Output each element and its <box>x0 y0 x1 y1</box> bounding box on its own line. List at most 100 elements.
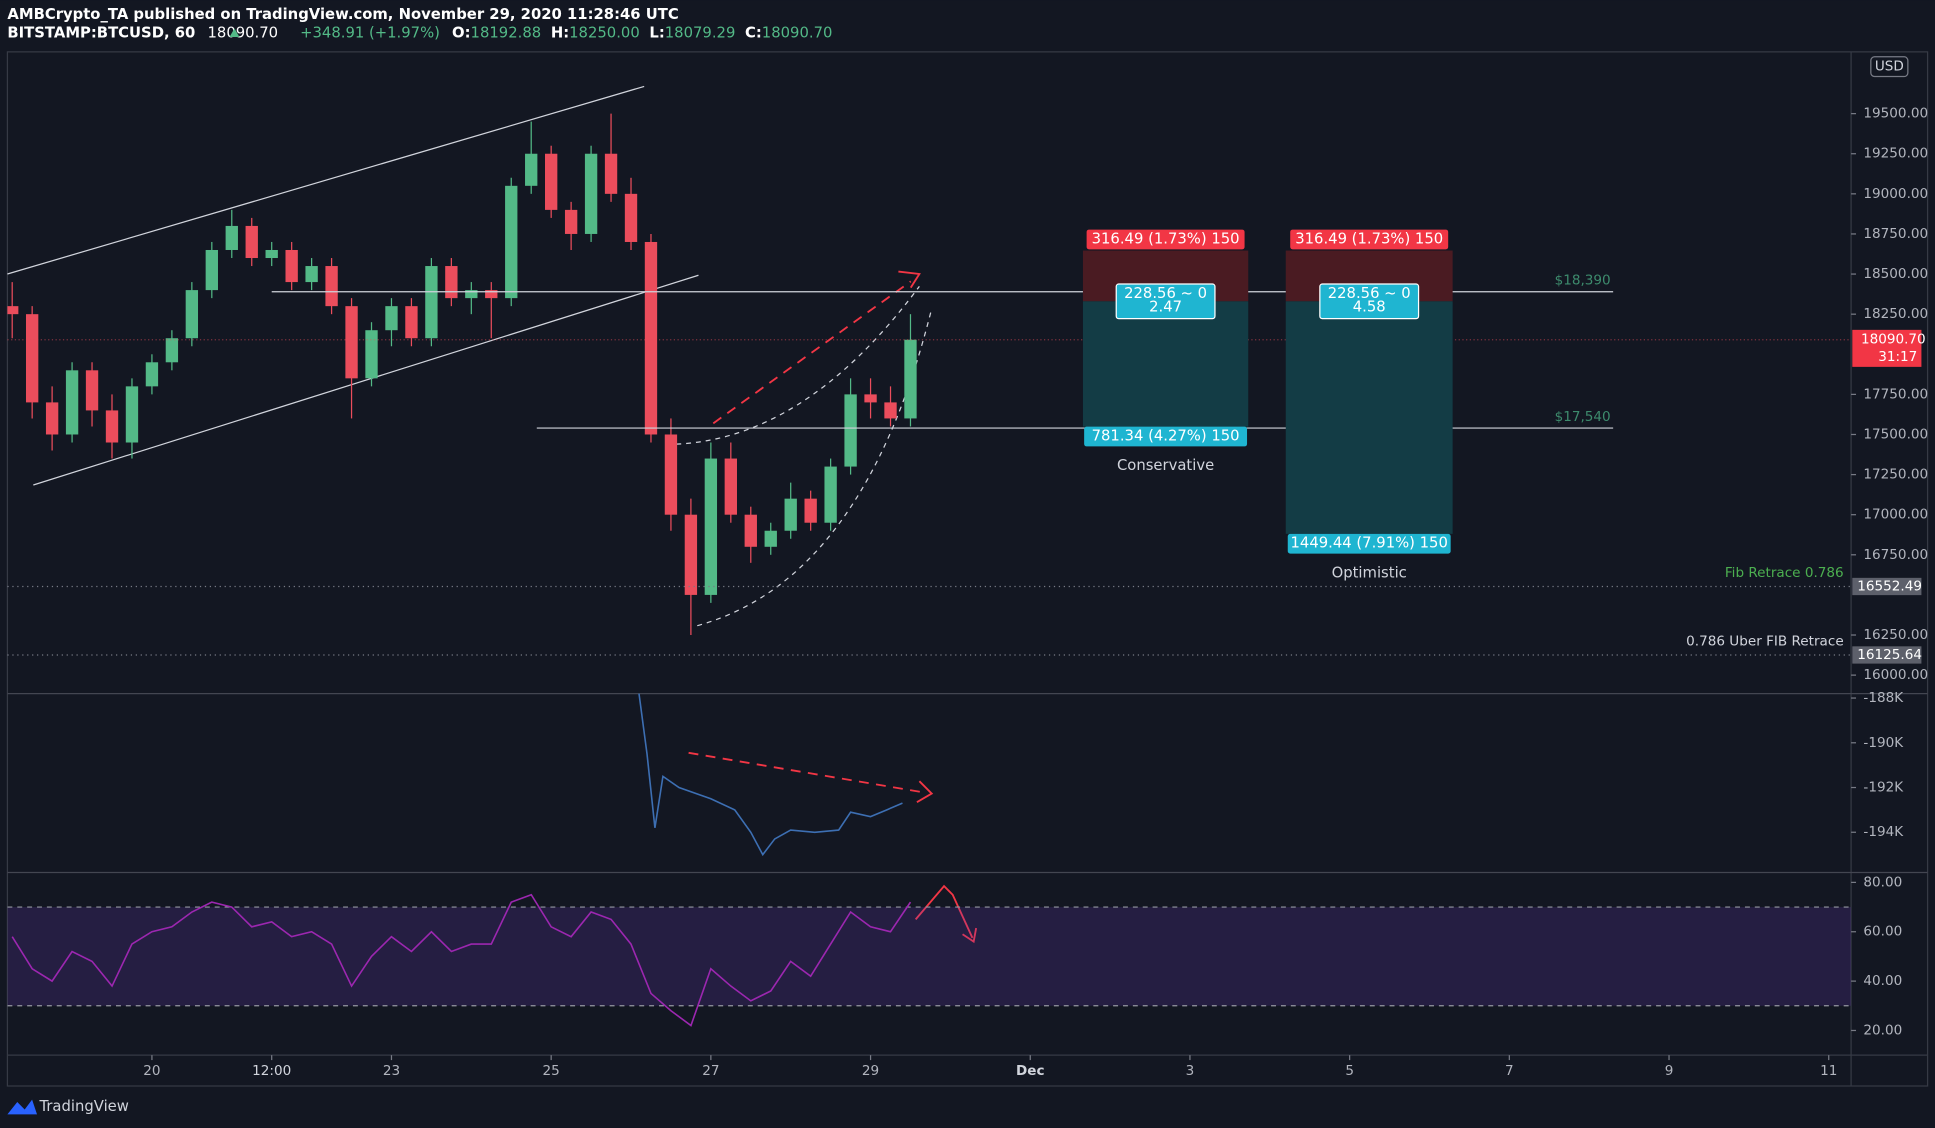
currency-label: USD <box>1875 59 1904 75</box>
target-label: 781.34 (4.27%) 150 <box>1092 428 1240 445</box>
x-tick-label: 5 <box>1345 1063 1354 1079</box>
y-tick-label: 60.00 <box>1863 924 1902 940</box>
arrow-head <box>898 270 921 289</box>
y-tick-label: 18250.00 <box>1863 306 1928 322</box>
level-label: $18,390 <box>1555 273 1611 289</box>
arrow <box>688 751 924 794</box>
candle-body <box>624 193 638 242</box>
x-tick-label: 20 <box>143 1063 160 1079</box>
candle-body <box>804 498 817 523</box>
plot-area <box>7 893 1852 1027</box>
ratio-value: 2.47 <box>1149 299 1182 316</box>
x-tick-label: 25 <box>543 1063 560 1079</box>
x-tick-label: 7 <box>1505 1063 1514 1079</box>
high-label: H: <box>551 24 569 41</box>
candle-body <box>584 153 598 234</box>
curve <box>697 308 933 627</box>
candle-body <box>664 434 678 515</box>
rsi-band <box>7 907 1852 1006</box>
candle-body <box>604 153 618 194</box>
candle-body <box>7 306 19 315</box>
y-tick-label: -192K <box>1863 780 1904 796</box>
candle-body <box>485 290 498 299</box>
low: 18079.29 <box>665 24 736 41</box>
y-tick-label: 19500.00 <box>1863 106 1928 122</box>
indicator-line <box>11 893 912 1027</box>
low-label: L: <box>649 24 664 41</box>
candle-body <box>884 402 897 419</box>
y-tick-label: -190K <box>1863 735 1904 751</box>
y-tick-label: 19000.00 <box>1863 186 1928 202</box>
x-tick-label: 3 <box>1186 1063 1195 1079</box>
close-label: C: <box>745 24 762 41</box>
y-tick-label: 17500.00 <box>1863 426 1928 442</box>
candle-body <box>85 370 99 411</box>
close: 18090.70 <box>762 24 833 41</box>
candle-body <box>165 338 179 363</box>
countdown-label: 31:17 <box>1878 349 1917 365</box>
x-tick-label: 27 <box>702 1063 719 1079</box>
arrow <box>914 884 974 939</box>
candle-body <box>904 339 917 419</box>
x-tick-label: 9 <box>1665 1063 1674 1079</box>
candle-body <box>325 266 338 307</box>
author-line: AMBCrypto_TA published on TradingView.co… <box>7 6 678 23</box>
curve <box>666 285 920 445</box>
axis-badge <box>1852 646 1922 664</box>
plot-area <box>638 693 903 857</box>
candle-body <box>365 330 378 379</box>
x-tick-label: 29 <box>862 1063 879 1079</box>
stop-badge <box>1290 229 1449 250</box>
axis-badge-label: 16125.64 <box>1857 647 1922 663</box>
candle-body <box>724 458 737 515</box>
current-price-label: 18090.70 <box>1861 332 1926 348</box>
x-tick-label: 11 <box>1820 1063 1837 1079</box>
candle-body <box>465 290 478 299</box>
channel-line <box>33 274 699 486</box>
y-tick-label: 17750.00 <box>1863 386 1928 402</box>
x-tick-label: 12:00 <box>252 1063 291 1079</box>
candle-body <box>505 185 518 299</box>
candle-body <box>105 410 119 443</box>
x-tick-label: Dec <box>1016 1063 1045 1079</box>
frame <box>6 51 1929 1087</box>
y-tick-label: 18500.00 <box>1863 266 1928 282</box>
current-price-badge <box>1852 329 1922 367</box>
symbol-line: BITSTAMP:BTCUSD, 60 18090.70 +348.91 (+1… <box>7 24 832 41</box>
axis-badge-label: 16552.49 <box>1857 578 1922 594</box>
stop-label: 316.49 (1.73%) 150 <box>1295 230 1443 247</box>
ratio-label: 228.56 ~ 0 <box>1124 285 1207 302</box>
target-badge <box>1084 426 1248 447</box>
candle-body <box>824 466 837 523</box>
y-tick-label: 16000.00 <box>1863 667 1928 683</box>
candle-body <box>285 249 298 283</box>
target-zone <box>1082 301 1249 427</box>
target-label: 1449.44 (7.91%) 150 <box>1291 535 1448 552</box>
candle-body <box>25 314 39 403</box>
ratio-badge <box>1319 283 1420 320</box>
candle-body <box>844 394 857 467</box>
currency-badge <box>1870 56 1909 78</box>
stop-label: 316.49 (1.73%) 150 <box>1092 230 1240 247</box>
position-name: Optimistic <box>1332 564 1407 581</box>
last: 18090.70 <box>207 24 278 41</box>
y-tick-label: 16750.00 <box>1863 547 1928 563</box>
candle-body <box>405 306 418 339</box>
candle-body <box>225 225 238 250</box>
candle-body <box>684 514 698 595</box>
candle-body <box>65 370 79 435</box>
candle-body <box>145 362 159 387</box>
fib-caption: Fib Retrace 0.786 <box>1725 565 1844 581</box>
y-tick-label: 18750.00 <box>1863 226 1928 242</box>
y-tick-label: -194K <box>1863 824 1904 840</box>
candle-body <box>744 514 757 547</box>
candle-body <box>425 266 438 339</box>
candle-body <box>185 290 199 339</box>
target-zone <box>1285 301 1453 534</box>
y-tick-label: 20.00 <box>1863 1022 1902 1038</box>
candle-body <box>644 241 658 435</box>
candle-body <box>564 209 578 234</box>
